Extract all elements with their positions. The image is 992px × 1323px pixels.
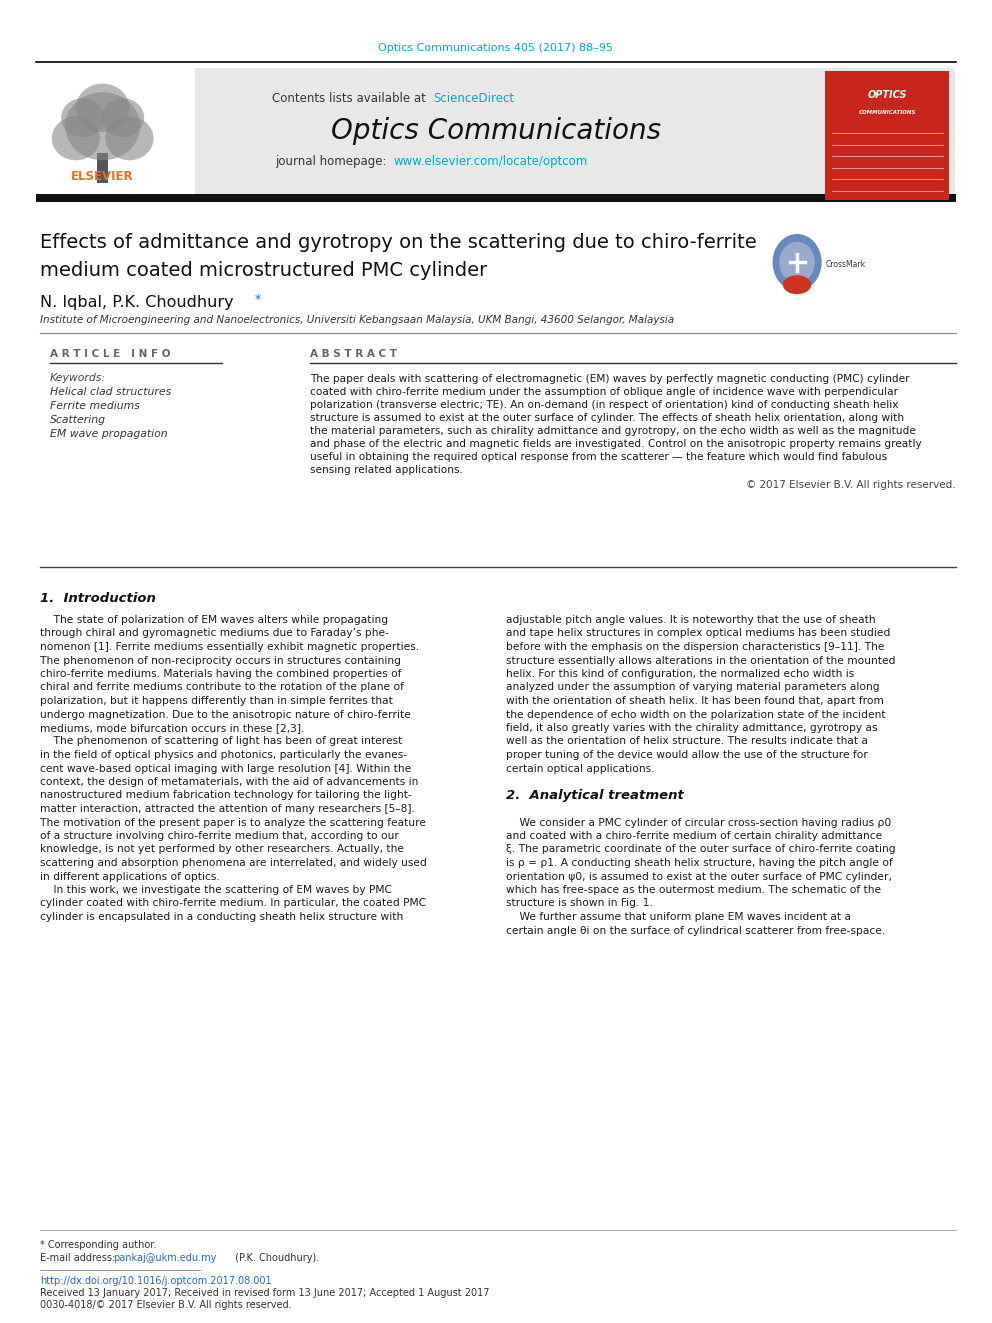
Text: cent wave-based optical imaging with large resolution [4]. Within the: cent wave-based optical imaging with lar… bbox=[40, 763, 412, 774]
Text: Ferrite mediums: Ferrite mediums bbox=[50, 401, 140, 411]
Text: The state of polarization of EM waves alters while propagating: The state of polarization of EM waves al… bbox=[40, 615, 388, 624]
Text: The paper deals with scattering of electromagnetic (EM) waves by perfectly magne: The paper deals with scattering of elect… bbox=[310, 374, 910, 384]
Text: OPTICS: OPTICS bbox=[868, 90, 907, 99]
Text: knowledge, is not yet performed by other researchers. Actually, the: knowledge, is not yet performed by other… bbox=[40, 844, 404, 855]
Text: CrossMark: CrossMark bbox=[825, 261, 865, 270]
Ellipse shape bbox=[783, 275, 811, 294]
Text: A R T I C L E   I N F O: A R T I C L E I N F O bbox=[50, 349, 171, 359]
Circle shape bbox=[75, 83, 129, 132]
Text: We further assume that uniform plane EM waves incident at a: We further assume that uniform plane EM … bbox=[506, 912, 851, 922]
Text: the dependence of echo width on the polarization state of the incident: the dependence of echo width on the pola… bbox=[506, 709, 886, 720]
Text: The phenomenon of non-reciprocity occurs in structures containing: The phenomenon of non-reciprocity occurs… bbox=[40, 655, 401, 665]
Text: useful in obtaining the required optical response from the scatterer — the featu: useful in obtaining the required optical… bbox=[310, 452, 887, 462]
Text: analyzed under the assumption of varying material parameters along: analyzed under the assumption of varying… bbox=[506, 683, 880, 692]
Text: certain optical applications.: certain optical applications. bbox=[506, 763, 655, 774]
Text: coated with chiro-ferrite medium under the assumption of oblique angle of incide: coated with chiro-ferrite medium under t… bbox=[310, 388, 898, 397]
Text: which has free-space as the outermost medium. The schematic of the: which has free-space as the outermost me… bbox=[506, 885, 881, 894]
Text: © 2017 Elsevier B.V. All rights reserved.: © 2017 Elsevier B.V. All rights reserved… bbox=[746, 480, 956, 490]
Circle shape bbox=[62, 98, 104, 138]
Text: nomenon [1]. Ferrite mediums essentially exhibit magnetic properties.: nomenon [1]. Ferrite mediums essentially… bbox=[40, 642, 420, 652]
Text: E-mail address:: E-mail address: bbox=[40, 1253, 118, 1263]
Text: medium coated microstructured PMC cylinder: medium coated microstructured PMC cylind… bbox=[40, 261, 487, 279]
Text: (P.K. Choudhury).: (P.K. Choudhury). bbox=[232, 1253, 319, 1263]
Circle shape bbox=[105, 116, 154, 160]
Circle shape bbox=[779, 242, 815, 283]
Text: structure is shown in Fig. 1.: structure is shown in Fig. 1. bbox=[506, 898, 653, 909]
Text: context, the design of metamaterials, with the aid of advancements in: context, the design of metamaterials, wi… bbox=[40, 777, 419, 787]
Text: chiro-ferrite mediums. Materials having the combined properties of: chiro-ferrite mediums. Materials having … bbox=[40, 669, 402, 679]
Text: journal homepage:: journal homepage: bbox=[275, 156, 390, 168]
Text: structure is assumed to exist at the outer surface of cylinder. The effects of s: structure is assumed to exist at the out… bbox=[310, 413, 904, 423]
Text: http://dx.doi.org/10.1016/j.optcom.2017.08.001: http://dx.doi.org/10.1016/j.optcom.2017.… bbox=[40, 1275, 272, 1286]
Text: well as the orientation of helix structure. The results indicate that a: well as the orientation of helix structu… bbox=[506, 737, 868, 746]
Text: Optics Communications 405 (2017) 88–95: Optics Communications 405 (2017) 88–95 bbox=[379, 44, 613, 53]
Text: The phenomenon of scattering of light has been of great interest: The phenomenon of scattering of light ha… bbox=[40, 737, 403, 746]
Text: Scattering: Scattering bbox=[50, 415, 106, 425]
Bar bbox=[195, 67, 955, 194]
Text: structure essentially allows alterations in the orientation of the mounted: structure essentially allows alterations… bbox=[506, 655, 896, 665]
Text: certain angle θi on the surface of cylindrical scatterer from free-space.: certain angle θi on the surface of cylin… bbox=[506, 926, 885, 935]
Text: of a structure involving chiro-ferrite medium that, according to our: of a structure involving chiro-ferrite m… bbox=[40, 831, 399, 841]
Text: nanostructured medium fabrication technology for tailoring the light-: nanostructured medium fabrication techno… bbox=[40, 791, 412, 800]
Text: Received 13 January 2017; Received in revised form 13 June 2017; Accepted 1 Augu: Received 13 January 2017; Received in re… bbox=[40, 1289, 489, 1298]
Text: through chiral and gyromagnetic mediums due to Faraday’s phe-: through chiral and gyromagnetic mediums … bbox=[40, 628, 389, 639]
Text: EM wave propagation: EM wave propagation bbox=[50, 429, 168, 439]
Bar bbox=[36, 194, 956, 202]
Text: pankaj@ukm.edu.my: pankaj@ukm.edu.my bbox=[113, 1253, 216, 1263]
Text: and coated with a chiro-ferrite medium of certain chirality admittance: and coated with a chiro-ferrite medium o… bbox=[506, 831, 882, 841]
Text: mediums, mode bifurcation occurs in these [2,3].: mediums, mode bifurcation occurs in thes… bbox=[40, 722, 305, 733]
Text: ScienceDirect: ScienceDirect bbox=[433, 91, 514, 105]
Text: Contents lists available at: Contents lists available at bbox=[273, 91, 430, 105]
Bar bbox=[97, 153, 108, 184]
Text: A B S T R A C T: A B S T R A C T bbox=[310, 349, 397, 359]
Text: the material parameters, such as chirality admittance and gyrotropy, on the echo: the material parameters, such as chirali… bbox=[310, 426, 916, 437]
Text: sensing related applications.: sensing related applications. bbox=[310, 464, 463, 475]
Text: matter interaction, attracted the attention of many researchers [5–8].: matter interaction, attracted the attent… bbox=[40, 804, 415, 814]
Text: helix. For this kind of configuration, the normalized echo width is: helix. For this kind of configuration, t… bbox=[506, 669, 854, 679]
Text: N. Iqbal, P.K. Choudhury: N. Iqbal, P.K. Choudhury bbox=[40, 295, 234, 311]
Text: with the orientation of sheath helix. It has been found that, apart from: with the orientation of sheath helix. It… bbox=[506, 696, 884, 706]
Text: cylinder coated with chiro-ferrite medium. In particular, the coated PMC: cylinder coated with chiro-ferrite mediu… bbox=[40, 898, 427, 909]
Text: polarization (transverse electric; TE). An on-demand (in respect of orientation): polarization (transverse electric; TE). … bbox=[310, 400, 899, 410]
Text: We consider a PMC cylinder of circular cross-section having radius ρ0: We consider a PMC cylinder of circular c… bbox=[506, 818, 891, 827]
Circle shape bbox=[65, 93, 140, 160]
Text: Optics Communications: Optics Communications bbox=[331, 116, 661, 146]
Text: In this work, we investigate the scattering of EM waves by PMC: In this work, we investigate the scatter… bbox=[40, 885, 392, 894]
Circle shape bbox=[52, 116, 100, 160]
Text: cylinder is encapsulated in a conducting sheath helix structure with: cylinder is encapsulated in a conducting… bbox=[40, 912, 404, 922]
Text: adjustable pitch angle values. It is noteworthy that the use of sheath: adjustable pitch angle values. It is not… bbox=[506, 615, 876, 624]
Circle shape bbox=[101, 98, 144, 138]
Text: COMMUNICATIONS: COMMUNICATIONS bbox=[859, 110, 916, 115]
Text: proper tuning of the device would allow the use of the structure for: proper tuning of the device would allow … bbox=[506, 750, 868, 759]
Text: Helical clad structures: Helical clad structures bbox=[50, 388, 172, 397]
Text: ξ. The parametric coordinate of the outer surface of chiro-ferrite coating: ξ. The parametric coordinate of the oute… bbox=[506, 844, 896, 855]
Circle shape bbox=[773, 234, 821, 291]
Text: is ρ = ρ1. A conducting sheath helix structure, having the pitch angle of: is ρ = ρ1. A conducting sheath helix str… bbox=[506, 859, 893, 868]
Text: scattering and absorption phenomena are interrelated, and widely used: scattering and absorption phenomena are … bbox=[40, 859, 427, 868]
Text: 0030-4018/© 2017 Elsevier B.V. All rights reserved.: 0030-4018/© 2017 Elsevier B.V. All right… bbox=[40, 1301, 292, 1310]
Text: orientation ψ0, is assumed to exist at the outer surface of PMC cylinder,: orientation ψ0, is assumed to exist at t… bbox=[506, 872, 892, 881]
Text: undergo magnetization. Due to the anisotropic nature of chiro-ferrite: undergo magnetization. Due to the anisot… bbox=[40, 709, 411, 720]
Text: polarization, but it happens differently than in simple ferrites that: polarization, but it happens differently… bbox=[40, 696, 393, 706]
Text: field, it also greatly varies with the chirality admittance, gyrotropy as: field, it also greatly varies with the c… bbox=[506, 722, 878, 733]
Text: in different applications of optics.: in different applications of optics. bbox=[40, 872, 220, 881]
Text: before with the emphasis on the dispersion characteristics [9–11]. The: before with the emphasis on the dispersi… bbox=[506, 642, 885, 652]
Text: 1.  Introduction: 1. Introduction bbox=[40, 591, 156, 605]
Text: The motivation of the present paper is to analyze the scattering feature: The motivation of the present paper is t… bbox=[40, 818, 426, 827]
Text: * Corresponding author.: * Corresponding author. bbox=[40, 1240, 157, 1250]
Text: in the field of optical physics and photonics, particularly the evanes-: in the field of optical physics and phot… bbox=[40, 750, 407, 759]
Text: 2.  Analytical treatment: 2. Analytical treatment bbox=[506, 789, 683, 802]
Text: Keywords:: Keywords: bbox=[50, 373, 106, 382]
Text: and phase of the electric and magnetic fields are investigated. Control on the a: and phase of the electric and magnetic f… bbox=[310, 439, 922, 448]
Text: chiral and ferrite mediums contribute to the rotation of the plane of: chiral and ferrite mediums contribute to… bbox=[40, 683, 404, 692]
Text: Institute of Microengineering and Nanoelectronics, Universiti Kebangsaan Malaysi: Institute of Microengineering and Nanoel… bbox=[40, 315, 675, 325]
Text: Effects of admittance and gyrotropy on the scattering due to chiro-ferrite: Effects of admittance and gyrotropy on t… bbox=[40, 233, 757, 253]
Text: www.elsevier.com/locate/optcom: www.elsevier.com/locate/optcom bbox=[393, 156, 587, 168]
Text: ELSEVIER: ELSEVIER bbox=[71, 171, 134, 184]
Text: *: * bbox=[255, 292, 261, 306]
Text: and tape helix structures in complex optical mediums has been studied: and tape helix structures in complex opt… bbox=[506, 628, 891, 639]
